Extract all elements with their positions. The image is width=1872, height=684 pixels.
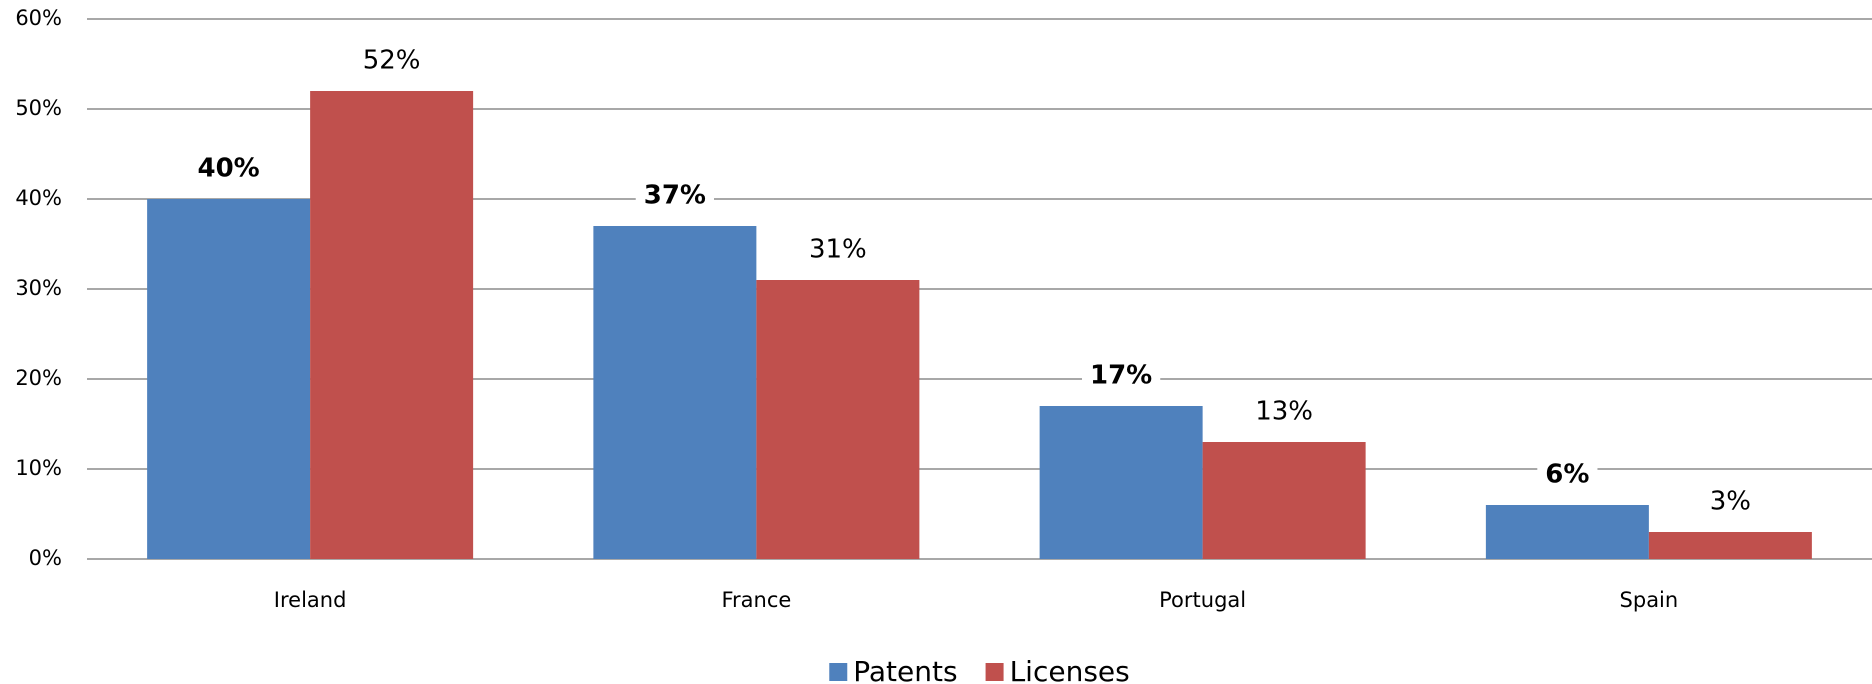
label-background (635, 180, 714, 211)
data-label: 40% (198, 154, 260, 184)
label-background (800, 234, 875, 265)
x-tick-label: Spain (1620, 588, 1679, 612)
y-tick-label: 30% (15, 276, 62, 300)
bar (147, 199, 311, 559)
label-background (189, 153, 268, 184)
label-background (1537, 459, 1598, 490)
label-background (1701, 486, 1759, 517)
x-tick-label: Portugal (1159, 588, 1246, 612)
bar (1485, 505, 1649, 559)
bar (1202, 442, 1366, 559)
y-tick-label: 20% (15, 366, 62, 390)
x-tick-label: Ireland (274, 588, 347, 612)
data-label: 17% (1090, 361, 1152, 391)
data-label: 13% (1255, 397, 1313, 427)
bar (1039, 406, 1203, 559)
data-label: 6% (1545, 460, 1589, 490)
legend-swatch (829, 663, 848, 681)
label-background (1082, 360, 1161, 391)
data-label: 37% (644, 181, 706, 211)
data-label: 3% (1710, 487, 1751, 517)
legend-label: Licenses (1010, 655, 1130, 684)
y-tick-label: 60% (15, 6, 62, 30)
y-tick-label: 10% (15, 456, 62, 480)
y-tick-label: 50% (15, 96, 62, 120)
data-label: 31% (809, 235, 867, 265)
bar (310, 91, 474, 559)
legend-label: Patents (853, 655, 957, 684)
label-background (354, 45, 429, 76)
label-background (1247, 396, 1322, 427)
data-label: 52% (363, 46, 421, 76)
y-tick-label: 40% (15, 186, 62, 210)
y-tick-label: 0% (29, 546, 62, 570)
bar (1648, 532, 1812, 559)
bar (593, 226, 757, 559)
legend-swatch (985, 663, 1004, 681)
x-tick-label: France (721, 588, 791, 612)
bar (756, 280, 920, 559)
